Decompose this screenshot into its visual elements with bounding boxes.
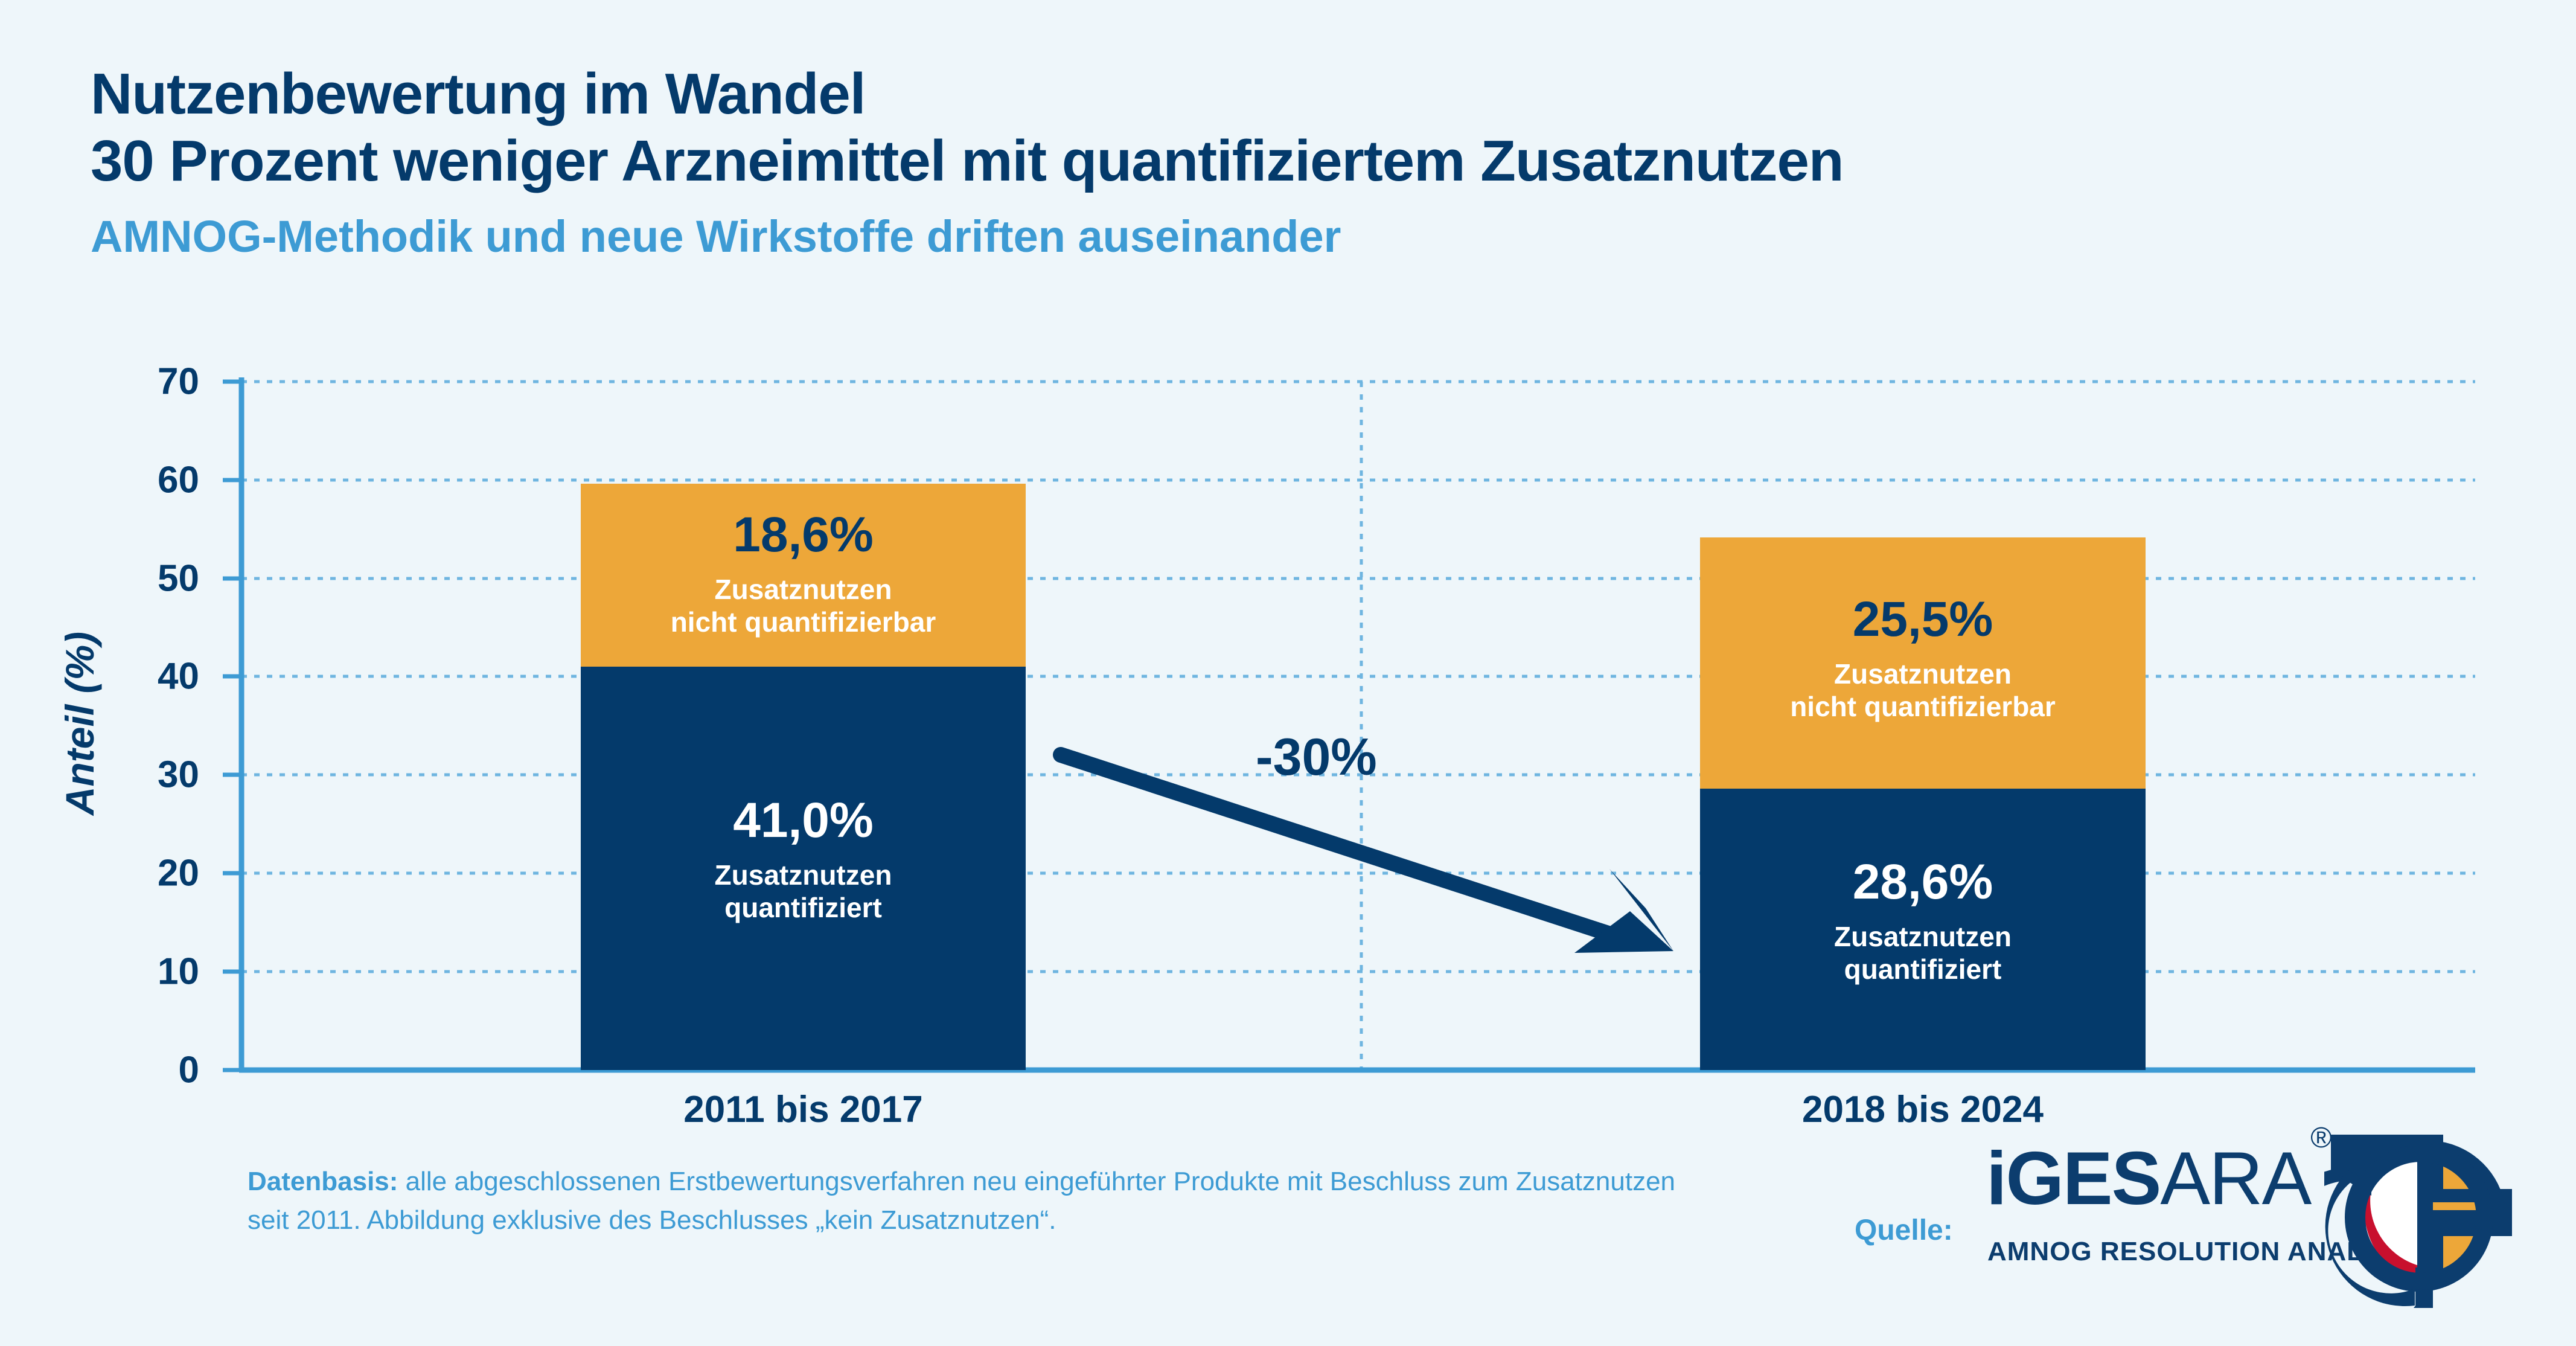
page-title-line-2: 30 Prozent weniger Arzneimittel mit quan…: [91, 129, 1844, 194]
igesara-logo: iGESARA® AMNOG RESOLUTION ANALYZER: [1986, 1123, 2530, 1308]
bar-segment-nicht-quantifizierbar-2018: [1700, 537, 2146, 789]
y-tick-label-10: 10: [158, 950, 199, 993]
igesara-emblem-icon: [2324, 1135, 2512, 1308]
y-axis-ticks: [223, 379, 241, 1072]
page-title-line-1: Nutzenbewertung im Wandel: [91, 62, 866, 126]
bar-segment-quantifiziert-2011: [581, 667, 1026, 1070]
bar-segment-nicht-quantifizierbar-2011: [581, 484, 1026, 667]
trend-arrow-icon: [1053, 747, 1673, 953]
y-axis-title: Anteil (%): [57, 631, 102, 816]
logo-word-iges: iGES: [1986, 1137, 2161, 1220]
header-block: Nutzenbewertung im Wandel 30 Prozent wen…: [91, 60, 2445, 262]
footnote-text: alle abgeschlossenen Erstbewertungsverfa…: [248, 1167, 1676, 1235]
footnote: Datenbasis: alle abgeschlossenen Erstbew…: [248, 1162, 1696, 1240]
trend-annotation-label: -30%: [1256, 728, 1377, 786]
y-tick-label-40: 40: [158, 655, 199, 697]
registered-trademark-icon: ®: [2310, 1121, 2332, 1154]
bar-segment-quantifiziert-2018: [1700, 789, 2146, 1070]
y-tick-label-70: 70: [158, 361, 199, 403]
y-tick-label-50: 50: [158, 557, 199, 600]
y-tick-label-20: 20: [158, 852, 199, 894]
footnote-label: Datenbasis:: [248, 1167, 398, 1196]
x-tick-label-2011-bis-2017: 2011 bis 2017: [683, 1089, 923, 1130]
source-label: Quelle:: [1855, 1214, 1953, 1246]
page-subtitle: AMNOG-Methodik und neue Wirkstoffe drift…: [91, 211, 1341, 261]
y-tick-label-0: 0: [178, 1049, 199, 1091]
logo-word-ara: ARA: [2160, 1137, 2312, 1220]
y-tick-label-30: 30: [158, 754, 199, 796]
y-tick-label-60: 60: [158, 459, 199, 501]
x-tick-label-2018-bis-2024: 2018 bis 2024: [1802, 1089, 2044, 1130]
logo-wordmark: iGESARA®: [1986, 1123, 2332, 1216]
